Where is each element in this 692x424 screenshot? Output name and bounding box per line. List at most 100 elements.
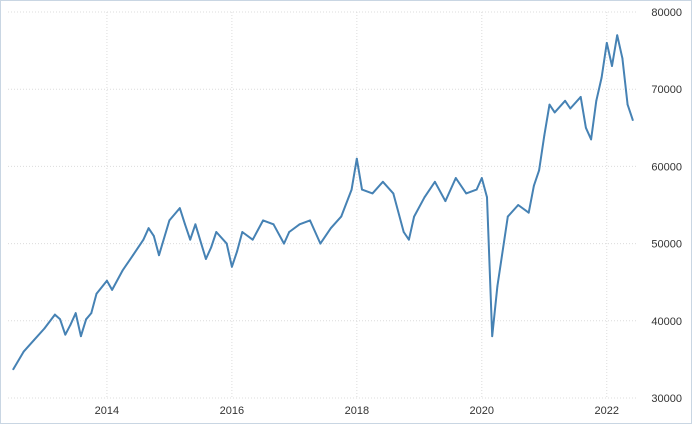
x-tick-label: 2020	[470, 405, 494, 417]
data-point	[43, 327, 46, 330]
data-point	[231, 265, 233, 268]
data-point	[355, 157, 358, 160]
data-point	[423, 196, 426, 199]
y-tick-label: 30000	[651, 393, 682, 405]
data-point	[371, 192, 374, 195]
data-point	[33, 339, 35, 341]
data-point	[611, 65, 613, 67]
data-point	[569, 107, 572, 110]
data-point	[543, 134, 546, 137]
data-point	[189, 238, 192, 241]
data-point	[158, 254, 160, 257]
data-point	[444, 200, 447, 203]
data-point	[132, 254, 134, 257]
data-point	[288, 231, 291, 233]
data-point	[527, 211, 530, 214]
data-point	[251, 238, 254, 241]
series-line	[12, 34, 634, 370]
data-point	[626, 103, 629, 106]
data-point	[408, 238, 410, 241]
x-tick-label: 2018	[345, 405, 369, 417]
data-point	[475, 188, 478, 191]
data-point	[413, 215, 415, 218]
data-point	[564, 99, 566, 102]
data-point	[491, 335, 494, 338]
data-point	[262, 219, 264, 222]
data-point	[392, 192, 395, 195]
data-point	[54, 313, 56, 316]
data-point	[579, 96, 582, 98]
data-point	[12, 368, 15, 371]
data-point	[272, 223, 275, 226]
data-point	[553, 111, 556, 114]
data-point	[90, 312, 93, 314]
data-point	[319, 242, 322, 245]
data-point	[283, 242, 285, 245]
data-point	[590, 138, 592, 141]
data-point	[142, 238, 145, 241]
data-point	[605, 42, 608, 44]
data-point	[85, 318, 87, 321]
data-point	[184, 223, 186, 226]
data-point	[600, 76, 603, 79]
data-point	[168, 219, 171, 222]
data-point	[298, 223, 301, 226]
data-point	[329, 227, 332, 230]
y-axis-tick-labels: 80000 70000 60000 50000 40000 30000	[651, 7, 682, 405]
data-point	[215, 231, 218, 233]
x-tick-label: 2016	[220, 405, 244, 417]
data-point	[64, 333, 67, 336]
x-tick-label: 2014	[95, 405, 119, 417]
data-point	[74, 312, 77, 314]
data-point	[585, 126, 587, 129]
y-tick-label: 40000	[651, 316, 682, 328]
data-point	[340, 215, 343, 218]
y-tick-label: 70000	[651, 84, 682, 96]
x-tick-label: 2022	[595, 405, 619, 417]
data-point	[241, 231, 244, 233]
data-point	[225, 242, 228, 245]
data-point	[517, 204, 520, 206]
data-point	[147, 227, 150, 230]
data-point	[80, 335, 82, 338]
data-point	[595, 99, 598, 102]
data-point	[205, 258, 207, 260]
data-point	[454, 177, 457, 179]
data-point	[178, 207, 181, 210]
data-point	[548, 103, 551, 106]
data-point	[480, 177, 483, 179]
data-point	[22, 350, 25, 353]
data-point	[210, 246, 213, 249]
data-point	[194, 223, 197, 226]
data-point	[350, 188, 353, 191]
data-point	[631, 119, 634, 121]
data-point	[486, 196, 488, 199]
data-point	[616, 34, 619, 37]
gridlines	[8, 11, 638, 399]
data-point	[59, 318, 61, 321]
data-point	[152, 235, 155, 237]
data-point	[465, 192, 468, 195]
data-point	[121, 269, 124, 272]
data-point	[106, 279, 108, 282]
data-point	[621, 57, 624, 60]
data-point	[309, 219, 311, 222]
y-tick-label: 60000	[651, 161, 682, 173]
data-point	[533, 184, 535, 187]
data-point	[434, 180, 436, 183]
data-point	[496, 285, 499, 287]
data-point	[95, 292, 98, 295]
data-point	[361, 188, 363, 191]
data-point	[402, 231, 405, 233]
data-point	[538, 169, 540, 172]
data-point	[69, 323, 72, 326]
x-axis-tick-labels: 2014 2016 2018 2020 2022	[95, 405, 619, 417]
y-tick-label: 80000	[651, 7, 682, 19]
data-point	[382, 180, 384, 183]
data-point	[111, 289, 113, 291]
y-tick-label: 50000	[651, 239, 682, 251]
data-point	[236, 250, 239, 253]
series-layer	[12, 34, 634, 371]
